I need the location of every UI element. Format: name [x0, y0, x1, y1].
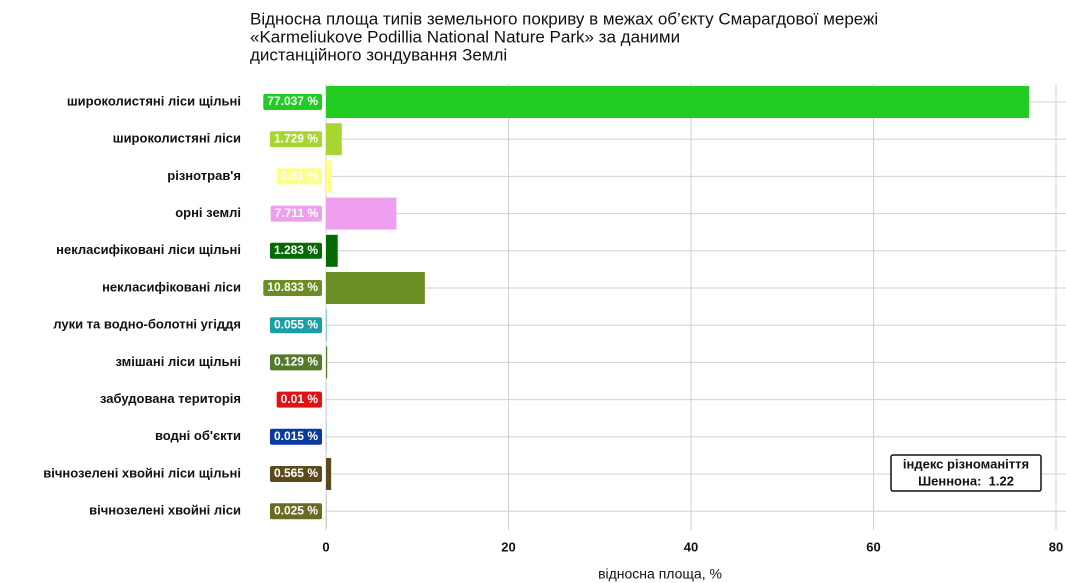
- y-tick-label: вічнозелені хвойні ліси щільні: [43, 465, 241, 480]
- annotation-box: [890, 454, 1042, 492]
- x-tick-label: 80: [1049, 539, 1063, 554]
- value-label-box: [269, 317, 322, 334]
- bar: [326, 160, 332, 193]
- x-tick-label: 40: [684, 539, 698, 554]
- value-label: 0.565 %: [274, 466, 318, 480]
- value-label-box: [269, 131, 322, 148]
- value-label: 0.129 %: [274, 355, 318, 369]
- bar: [326, 123, 342, 156]
- annotation: індекс різноманіття Шеннона: 1.22: [890, 454, 1042, 492]
- bar: [326, 86, 1029, 118]
- bar: [326, 346, 328, 379]
- bar: [326, 458, 332, 490]
- y-tick-label: орні землі: [175, 205, 241, 220]
- chart-title: дистанційного зондування Землі: [250, 45, 507, 64]
- bar: [326, 272, 425, 304]
- annotation-text: індекс різноманіття: [903, 456, 1029, 471]
- value-label-box: [269, 242, 322, 259]
- y-tick-label: широколистяні ліси: [113, 131, 241, 146]
- x-tick-label: 60: [866, 539, 880, 554]
- x-tick-label: 0: [322, 539, 329, 554]
- y-tick-label: некласифіковані ліси: [102, 279, 241, 294]
- value-label: 77.037 %: [267, 94, 318, 108]
- value-label-box: [276, 391, 322, 408]
- bar: [326, 197, 397, 230]
- y-tick-label: широколистяні ліси щільні: [67, 93, 241, 108]
- value-label: 1.729 %: [274, 131, 318, 145]
- chart-title: «Karmeliukove Podillia National Nature P…: [250, 27, 680, 46]
- value-label: 0.025 %: [274, 503, 318, 517]
- y-tick-label: луки та водно-болотні угіддя: [53, 317, 241, 332]
- value-label: 10.833 %: [267, 280, 318, 294]
- y-tick-label: змішані ліси щільні: [115, 354, 241, 369]
- value-label: 0.61 %: [281, 169, 319, 183]
- value-label-box: [269, 503, 322, 520]
- y-tick-label: некласифіковані ліси щільні: [56, 242, 241, 257]
- value-label-box: [263, 94, 322, 110]
- value-label: 0.055 %: [274, 317, 318, 331]
- value-label-box: [269, 354, 322, 371]
- value-label: 7.711 %: [275, 206, 319, 220]
- chart-title: Відносна площа типів земельного покриву …: [250, 9, 878, 28]
- value-label: 1.283 %: [274, 243, 318, 257]
- x-tick-label: 20: [501, 539, 515, 554]
- y-tick-label: вічнозелені хвойні ліси: [89, 503, 241, 518]
- value-label-box: [276, 168, 322, 185]
- bar: [326, 309, 327, 342]
- value-label: 0.015 %: [274, 429, 318, 443]
- value-label-box: [269, 466, 322, 482]
- y-tick-label: різнотрав'я: [167, 168, 241, 183]
- y-tick-label: забудована територія: [100, 391, 241, 406]
- x-axis-label: відносна площа, %: [598, 566, 722, 582]
- value-label-box: [269, 428, 322, 445]
- value-label-box: [270, 205, 322, 222]
- annotation-text: Шеннона: 1.22: [918, 473, 1014, 488]
- bar: [326, 234, 338, 267]
- y-tick-label: водні об'єкти: [155, 428, 241, 443]
- value-label-box: [263, 280, 322, 296]
- value-label: 0.01 %: [281, 392, 319, 406]
